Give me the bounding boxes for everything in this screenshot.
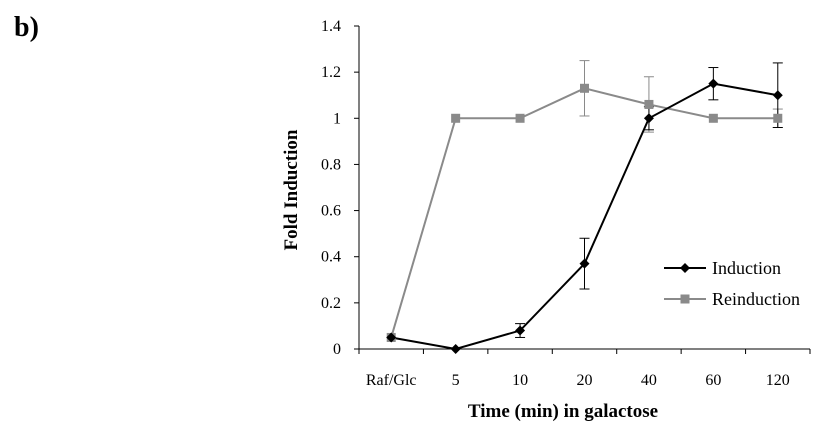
y-axis-title: Fold Induction	[281, 129, 302, 250]
legend-marker	[680, 294, 690, 304]
data-point-induction	[643, 113, 654, 124]
data-point-induction	[772, 90, 783, 101]
x-tick-label: 5	[452, 372, 460, 389]
data-point-induction	[386, 332, 397, 343]
y-tick-label: 1	[333, 110, 341, 127]
series-lines	[390, 82, 778, 351]
data-point-reinduction	[708, 113, 718, 123]
x-axis-title: Time (min) in galactose	[468, 401, 658, 422]
data-point-induction	[515, 325, 526, 336]
data-point-reinduction	[580, 83, 589, 93]
y-tick-labels: 0 0.2 0.4 0.6 0.8 1 1.2 1.4	[321, 18, 341, 358]
series-line-induction	[391, 82, 778, 351]
y-tick-label: 0.6	[321, 203, 341, 220]
data-point-induction	[708, 78, 719, 89]
data-point-induction	[579, 258, 590, 269]
legend-label: Induction	[712, 258, 781, 278]
x-tick-label: 20	[577, 372, 593, 389]
x-tick-label: Raf/Glc	[366, 372, 417, 389]
y-tick-label: 1.4	[321, 18, 341, 35]
x-tick-labels: Raf/Glc 5 10 20 40 60 120	[366, 372, 790, 389]
y-tick-label: 1.2	[321, 64, 341, 81]
data-point-induction	[450, 344, 461, 354]
legend-marker	[680, 263, 690, 273]
y-tick-label: 0.4	[321, 249, 341, 266]
x-tick-label: 120	[766, 372, 790, 389]
legend: Induction Reinduction	[664, 258, 800, 309]
x-tick-label: 40	[641, 372, 657, 389]
y-tick-label: 0	[333, 341, 341, 358]
panel-label: b)	[14, 12, 39, 43]
x-tick-label: 60	[705, 372, 721, 389]
x-tick-label: 10	[512, 372, 528, 389]
series-markers	[386, 78, 783, 354]
y-tick-label: 0.8	[321, 156, 341, 173]
y-tick-label: 0.2	[321, 295, 341, 312]
legend-label: Reinduction	[712, 289, 800, 309]
data-point-reinduction	[515, 113, 525, 123]
data-point-reinduction	[451, 113, 461, 123]
chart-axes	[354, 25, 811, 354]
data-point-reinduction	[644, 99, 654, 109]
data-point-reinduction	[773, 113, 783, 123]
